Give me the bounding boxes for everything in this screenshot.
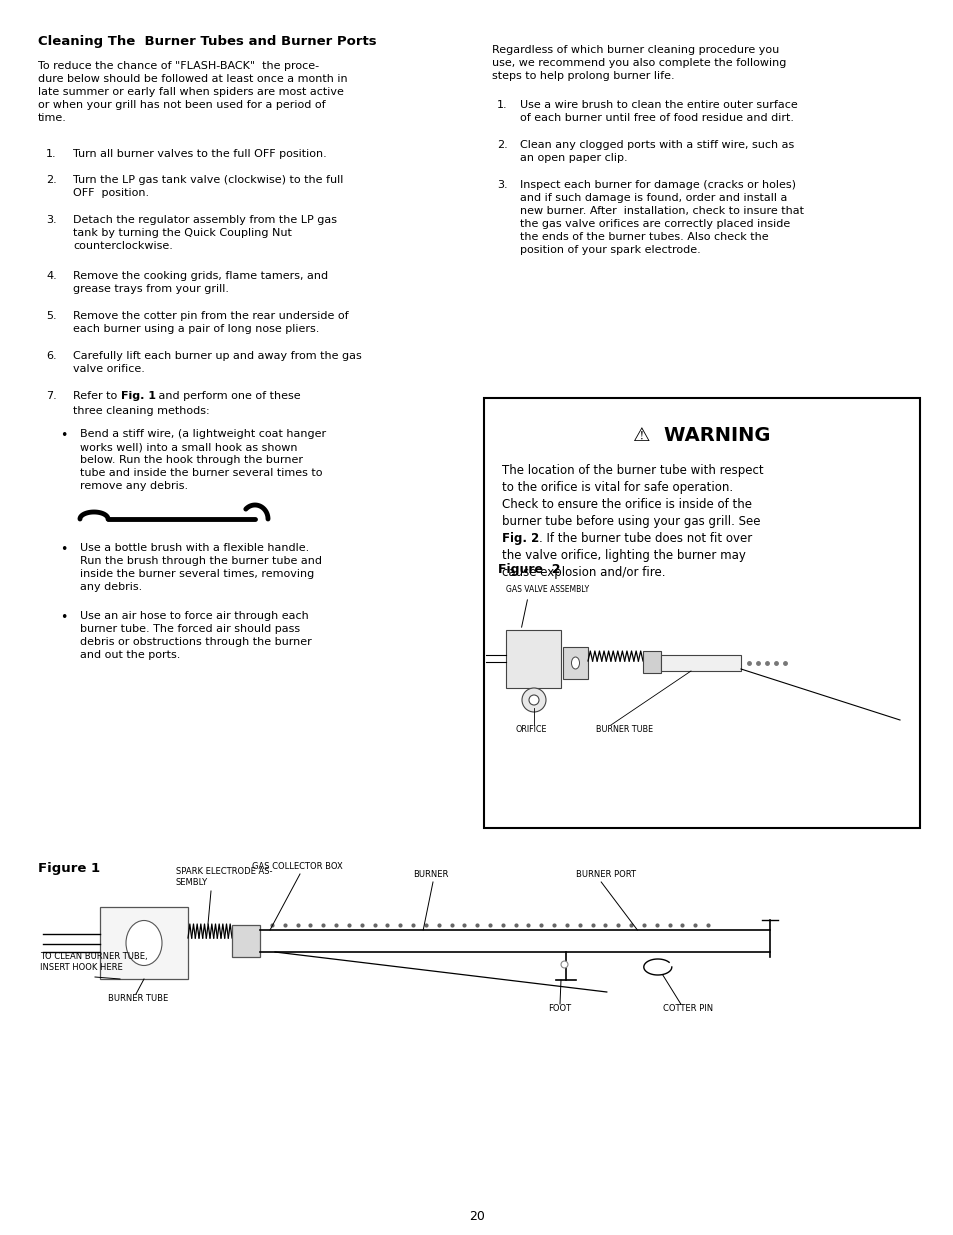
Text: Clean any clogged ports with a stiff wire, such as
an open paper clip.: Clean any clogged ports with a stiff wir… (519, 140, 794, 163)
Text: GAS VALVE ASSEMBLY: GAS VALVE ASSEMBLY (505, 585, 589, 594)
Text: Cleaning The  Burner Tubes and Burner Ports: Cleaning The Burner Tubes and Burner Por… (38, 35, 376, 48)
Text: 2.: 2. (497, 140, 507, 149)
Text: To reduce the chance of "FLASH-BACK"  the proce-
dure below should be followed a: To reduce the chance of "FLASH-BACK" the… (38, 61, 347, 124)
Text: •: • (60, 543, 68, 556)
Text: Use a wire brush to clean the entire outer surface
of each burner until free of : Use a wire brush to clean the entire out… (519, 100, 797, 124)
Text: 3.: 3. (46, 215, 56, 225)
Text: . If the burner tube does not fit over: . If the burner tube does not fit over (538, 532, 752, 545)
Bar (232, 925, 260, 957)
Text: Figure  2: Figure 2 (497, 563, 560, 576)
Circle shape (529, 695, 538, 705)
Text: •: • (60, 611, 68, 624)
Bar (505, 630, 560, 688)
Text: 3.: 3. (497, 180, 507, 190)
Bar (660, 655, 740, 671)
Text: Carefully lift each burner up and away from the gas
valve orifice.: Carefully lift each burner up and away f… (73, 351, 361, 374)
Text: BURNER TUBE: BURNER TUBE (108, 994, 168, 1003)
Text: Detach the regulator assembly from the LP gas
tank by turning the Quick Coupling: Detach the regulator assembly from the L… (73, 215, 336, 251)
Text: Fig. 2: Fig. 2 (501, 532, 538, 545)
Text: cause explosion and/or fire.: cause explosion and/or fire. (501, 566, 665, 579)
Text: Fig. 1: Fig. 1 (121, 391, 156, 401)
Text: burner tube before using your gas grill. See: burner tube before using your gas grill.… (501, 515, 760, 529)
Text: Check to ensure the orifice is inside of the: Check to ensure the orifice is inside of… (501, 498, 751, 511)
Text: Turn all burner valves to the full OFF position.: Turn all burner valves to the full OFF p… (73, 149, 327, 159)
Bar (483, 398, 919, 827)
Circle shape (521, 688, 545, 713)
Text: three cleaning methods:: three cleaning methods: (73, 406, 210, 416)
Text: the valve orifice, lighting the burner may: the valve orifice, lighting the burner m… (501, 550, 745, 562)
Text: Regardless of which burner cleaning procedure you
use, we recommend you also com: Regardless of which burner cleaning proc… (492, 44, 785, 82)
Text: BURNER TUBE: BURNER TUBE (596, 725, 653, 734)
Text: 1.: 1. (46, 149, 56, 159)
Text: 6.: 6. (46, 351, 56, 361)
Text: COTTER PIN: COTTER PIN (662, 1004, 712, 1013)
Text: Use an air hose to force air through each
burner tube. The forced air should pas: Use an air hose to force air through eac… (80, 611, 312, 661)
Text: FOOT: FOOT (547, 1004, 571, 1013)
Text: to the orifice is vital for safe operation.: to the orifice is vital for safe operati… (501, 480, 732, 494)
Bar (642, 651, 660, 673)
Text: Figure 1: Figure 1 (38, 862, 100, 876)
Text: and perform one of these: and perform one of these (154, 391, 300, 401)
Text: The location of the burner tube with respect: The location of the burner tube with res… (501, 464, 762, 477)
Text: Refer to: Refer to (73, 391, 121, 401)
Text: Inspect each burner for damage (cracks or holes)
and if such damage is found, or: Inspect each burner for damage (cracks o… (519, 180, 803, 256)
Text: Remove the cooking grids, flame tamers, and
grease trays from your grill.: Remove the cooking grids, flame tamers, … (73, 270, 328, 294)
Text: •: • (60, 429, 68, 442)
Text: BURNER: BURNER (413, 869, 448, 879)
Text: GAS COLLECTOR BOX: GAS COLLECTOR BOX (252, 862, 342, 871)
Ellipse shape (571, 657, 578, 669)
Text: 2.: 2. (46, 175, 56, 185)
Text: TO CLEAN BURNER TUBE,
INSERT HOOK HERE: TO CLEAN BURNER TUBE, INSERT HOOK HERE (40, 952, 148, 972)
Text: 7.: 7. (46, 391, 56, 401)
Text: Use a bottle brush with a flexible handle.
Run the brush through the burner tube: Use a bottle brush with a flexible handl… (80, 543, 322, 592)
Text: SPARK ELECTRODE AS-
SEMBLY: SPARK ELECTRODE AS- SEMBLY (175, 867, 273, 887)
Text: 4.: 4. (46, 270, 56, 282)
Text: BURNER PORT: BURNER PORT (576, 869, 636, 879)
Text: Remove the cotter pin from the rear underside of
each burner using a pair of lon: Remove the cotter pin from the rear unde… (73, 311, 348, 333)
Text: 1.: 1. (497, 100, 507, 110)
Text: 20: 20 (469, 1210, 484, 1223)
Ellipse shape (126, 920, 162, 966)
Text: 5.: 5. (46, 311, 56, 321)
Text: Bend a stiff wire, (a lightweight coat hanger
works well) into a small hook as s: Bend a stiff wire, (a lightweight coat h… (80, 429, 326, 492)
Bar (100, 906, 188, 979)
Bar (562, 647, 587, 679)
Text: Turn the LP gas tank valve (clockwise) to the full
OFF  position.: Turn the LP gas tank valve (clockwise) t… (73, 175, 343, 198)
Text: ⚠  WARNING: ⚠ WARNING (633, 426, 770, 445)
Text: ORIFICE: ORIFICE (516, 725, 547, 734)
